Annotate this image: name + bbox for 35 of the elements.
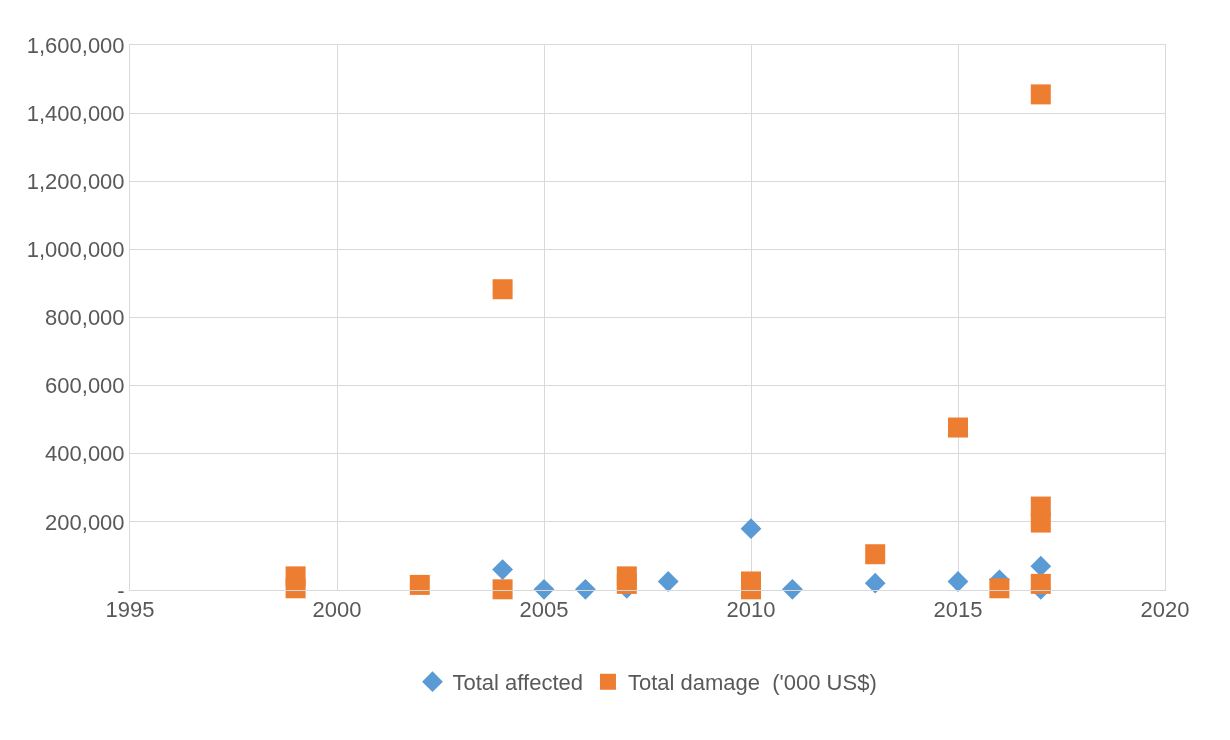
point <box>1030 555 1052 577</box>
point <box>989 578 1010 599</box>
point <box>492 279 513 300</box>
y-tick-label: 1,400,000 <box>26 100 125 126</box>
point <box>865 544 886 565</box>
x-tick-label: 2020 <box>1140 597 1190 623</box>
point <box>409 574 430 595</box>
y-tick-label: 600,000 <box>45 373 125 399</box>
y-tick-label: 800,000 <box>45 305 125 331</box>
point <box>1030 84 1051 105</box>
point <box>740 518 762 540</box>
point <box>285 578 306 599</box>
point <box>948 417 968 438</box>
y-tick-label: 1,600,000 <box>26 32 125 58</box>
point <box>616 573 637 594</box>
y-tick-label: 200,000 <box>45 509 125 535</box>
x-tick-label: 2010 <box>726 597 776 623</box>
point <box>1030 512 1051 533</box>
point <box>533 578 555 600</box>
legend-label: Total damage ('000 US$) <box>627 670 877 696</box>
y-tick-label: 400,000 <box>45 441 125 467</box>
point <box>947 571 969 592</box>
point <box>492 579 513 600</box>
point <box>782 578 803 600</box>
y-tick-label: 1,000,000 <box>26 237 125 263</box>
point <box>575 578 596 600</box>
legend-label: Total affected <box>452 670 583 696</box>
x-tick-label: 2000 <box>312 597 362 623</box>
x-tick-label: 2005 <box>519 597 569 623</box>
point <box>657 571 679 592</box>
point <box>492 559 513 580</box>
x-tick-label: 2015 <box>933 597 983 623</box>
y-tick-label: 1,200,000 <box>26 168 125 194</box>
point <box>864 572 886 594</box>
point <box>1030 573 1051 594</box>
